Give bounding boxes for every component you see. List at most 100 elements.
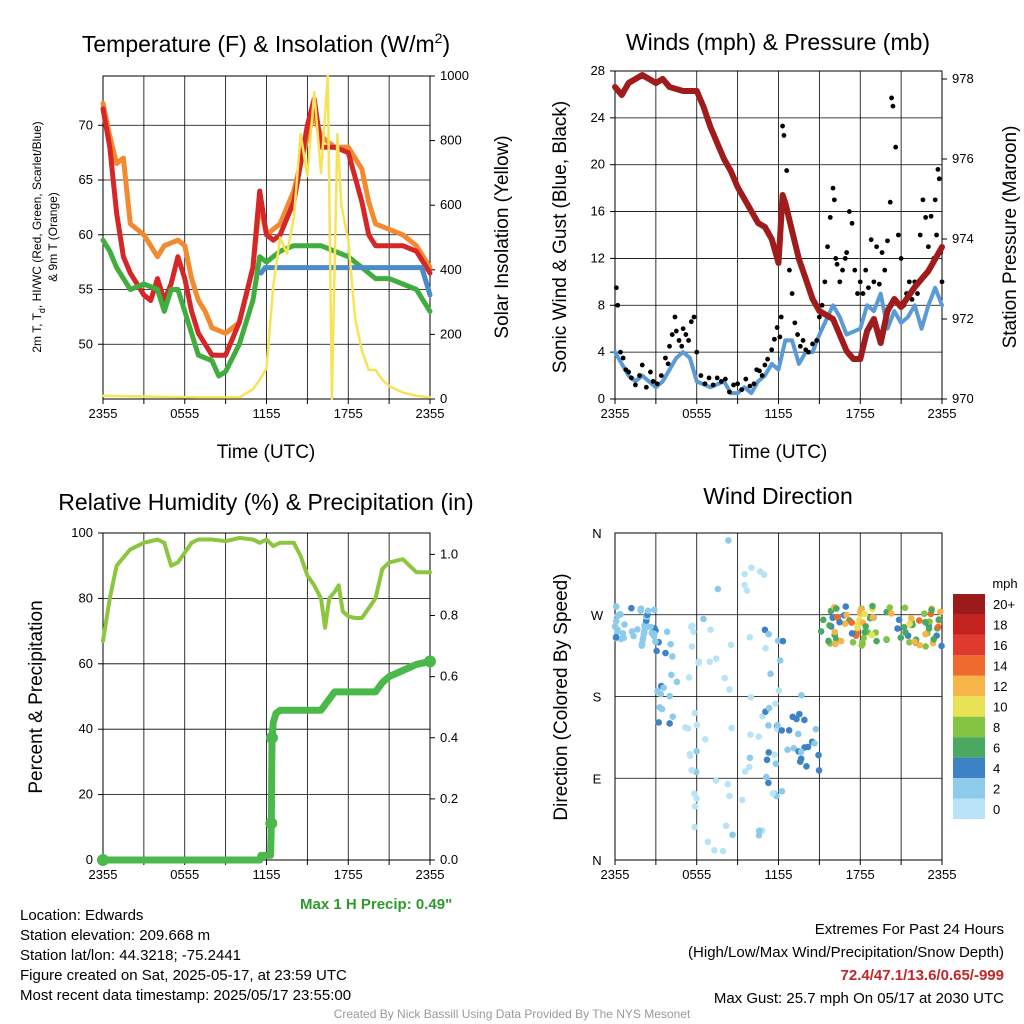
direction-point [729,831,736,839]
location-text: Location: Edwards [20,907,144,924]
temperature-ylabel-left: 2m T, Td, HI/WC (Red, Green, Scarlet/Blu… [30,121,47,352]
y-left-tick-label: 20 [591,157,605,172]
direction-point [721,674,729,682]
direction-point [922,643,929,650]
direction-point [831,628,839,636]
direction-point [812,725,820,733]
temperature-plot: 2355 0555 1155 1755 2355 50 55 60 65 70 0 200 400 600… [79,68,469,421]
direction-point [756,568,764,575]
extremes-subtitle: (High/Low/Max Wind/Precipitation/Snow De… [688,944,1004,961]
direction-point [763,756,771,764]
y-right-tick-label: 800 [440,133,462,148]
gust-point [743,376,749,382]
y-left-tick-label: 70 [79,117,93,132]
direction-point [778,787,786,795]
direction-point [704,838,712,846]
direction-point [691,709,699,717]
gust-point [672,314,678,320]
direction-point [634,626,641,633]
gust-point [710,382,716,388]
legend-label: 12 [993,679,1007,694]
gust-point [620,355,626,361]
direction-point [796,710,803,718]
gust-point [830,185,836,191]
legend-label: 10 [993,700,1007,715]
max-precip-label: Max 1 H Precip: 0.49" [300,896,453,913]
y-right-tick-label: 0.8 [440,608,458,623]
direction-point [902,629,909,636]
y-right-tick-label: 400 [440,262,462,277]
x-tick-label: 2355 [416,867,445,882]
y-left-tick-label: 80 [79,590,93,605]
direction-point [684,725,692,732]
gust-point [889,95,894,101]
direction-point [772,700,779,707]
direction-point [655,719,663,726]
gust-point [825,244,830,250]
direction-point [936,608,944,616]
direction-point [815,767,823,774]
gust-point [863,267,869,273]
y-left-tick-label: 8 [598,297,605,312]
gust-point [618,349,623,355]
direction-point [765,630,772,638]
y-right-tick-label: 1.0 [440,546,458,561]
direction-point [811,740,818,747]
x-tick-label: 1155 [765,867,793,882]
extremes-values: 72.4/47.1/13.6/0.65/-999 [840,967,1004,984]
direction-point [755,733,763,740]
wind-series [613,285,944,396]
gust-point [810,341,815,347]
direction-point [886,604,894,611]
x-tick-label: 2355 [601,867,630,882]
direction-point [762,644,769,652]
direction-point [726,686,733,693]
direction-point [687,623,695,631]
direction-point [776,657,784,664]
gust-point [800,338,806,343]
legend-label: 14 [993,659,1007,674]
direction-point [862,623,870,630]
y-left-tick-label: 16 [591,204,605,219]
gust-point [731,382,736,388]
x-tick-label: 2355 [928,867,957,882]
direction-point [833,605,840,612]
direction-tick-label: E [593,771,602,786]
y-left-tick-label: 50 [79,336,93,351]
gust-point [844,250,850,255]
temperature-title: Temperature (F) & Insolation (W/m2) [82,30,450,57]
y-right-tick-label: 970 [952,391,974,406]
direction-point [666,720,673,727]
direction-point [767,670,774,678]
gust-point [694,349,700,355]
direction-point [688,643,696,650]
direction-point [779,637,787,645]
direction-point [921,618,929,626]
gust-point [795,332,800,337]
direction-point [691,823,698,831]
direction-point [826,622,833,629]
direction-point [868,631,876,639]
gust-point [747,383,753,389]
y-left-tick-label: 100 [71,525,93,540]
legend-swatch [953,737,985,758]
gust-point [857,279,863,285]
direction-point [612,617,620,625]
direction-ylabel-left: Direction (Colored By Speed) [551,573,572,820]
direction-point [725,537,732,544]
direction-point [837,637,845,645]
gust-point [789,291,795,296]
legend-label: 8 [993,720,1000,735]
direction-point [857,606,865,613]
gust-point [860,291,866,296]
direction-point [713,655,720,663]
x-tick-label: 0555 [682,406,711,421]
direction-point [660,684,667,692]
direction-point [628,604,635,612]
direction-point [614,626,621,633]
direction-point [888,610,895,617]
direction-point [667,640,674,648]
gust-point [615,302,621,308]
direction-point [858,639,866,646]
direction-point [743,587,751,595]
